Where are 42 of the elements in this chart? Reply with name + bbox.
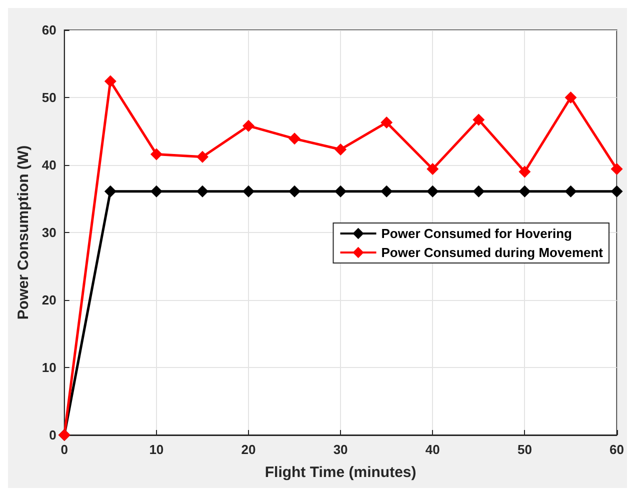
x-tick-label: 30 xyxy=(333,442,348,457)
x-tick-label: 0 xyxy=(60,442,68,457)
point xyxy=(472,185,485,198)
point xyxy=(104,185,116,198)
point xyxy=(150,148,162,160)
y-tick-label: 10 xyxy=(42,360,56,375)
point xyxy=(610,185,623,198)
y-tick-label: 30 xyxy=(42,225,56,240)
point xyxy=(242,120,254,132)
point xyxy=(196,185,208,198)
y-tick-label: 0 xyxy=(49,428,56,442)
point xyxy=(288,185,301,198)
y-tick-label: 60 xyxy=(42,22,56,38)
point xyxy=(564,92,577,104)
point xyxy=(334,185,347,198)
x-tick-label: 60 xyxy=(610,442,624,457)
point xyxy=(472,114,485,126)
x-tick-label: 50 xyxy=(517,442,532,457)
legend-label: Power Consumed during Movement xyxy=(381,245,604,260)
point xyxy=(518,185,531,198)
point xyxy=(518,166,531,178)
y-tick-label: 40 xyxy=(42,158,56,172)
point xyxy=(242,185,254,198)
x-tick-label: 10 xyxy=(149,442,164,457)
point xyxy=(564,185,577,198)
point xyxy=(196,150,208,163)
point xyxy=(334,143,347,156)
y-axis-title: Power Consumption (W) xyxy=(15,145,32,320)
x-axis-title: Flight Time (minutes) xyxy=(264,464,416,481)
y-tick-label: 50 xyxy=(42,90,56,105)
y-tick-label: 20 xyxy=(42,292,56,308)
point xyxy=(426,185,439,198)
legend-label: Power Consumed for Hovering xyxy=(381,226,572,241)
x-tick-label: 20 xyxy=(241,442,256,457)
point xyxy=(380,185,393,198)
point xyxy=(104,75,116,88)
x-tick-label: 40 xyxy=(425,442,440,457)
point xyxy=(610,163,623,176)
point xyxy=(426,163,439,176)
point xyxy=(150,185,162,198)
point xyxy=(288,132,301,145)
point xyxy=(380,116,393,128)
